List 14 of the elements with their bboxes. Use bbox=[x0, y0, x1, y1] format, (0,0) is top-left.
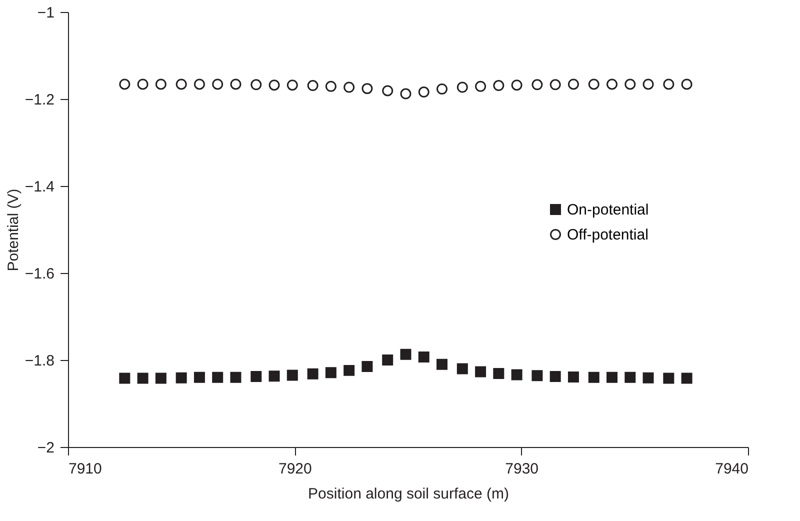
legend-label: Off-potential bbox=[567, 226, 648, 244]
x-axis-title: Position along soil surface (m) bbox=[308, 486, 509, 502]
y-tick-label: −1.2 bbox=[24, 92, 54, 108]
x-tick-label: 7920 bbox=[278, 460, 312, 478]
legend-label: On-potential bbox=[567, 202, 649, 218]
y-tick-label: −1.4 bbox=[24, 178, 54, 196]
x-tick-label: 7910 bbox=[68, 460, 102, 478]
y-tick-label: −2 bbox=[37, 440, 54, 456]
y-tick-label: −1.8 bbox=[24, 352, 54, 370]
y-tick-label: −1 bbox=[37, 4, 54, 22]
x-tick-label: 7930 bbox=[505, 460, 539, 478]
y-tick-label: −1.6 bbox=[24, 266, 54, 282]
x-tick-label: 7940 bbox=[715, 460, 748, 478]
y-axis-title: Potential (V) bbox=[4, 188, 22, 272]
